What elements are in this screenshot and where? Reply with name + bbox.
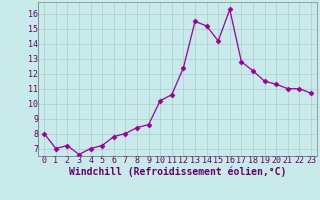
X-axis label: Windchill (Refroidissement éolien,°C): Windchill (Refroidissement éolien,°C) [69, 166, 286, 177]
